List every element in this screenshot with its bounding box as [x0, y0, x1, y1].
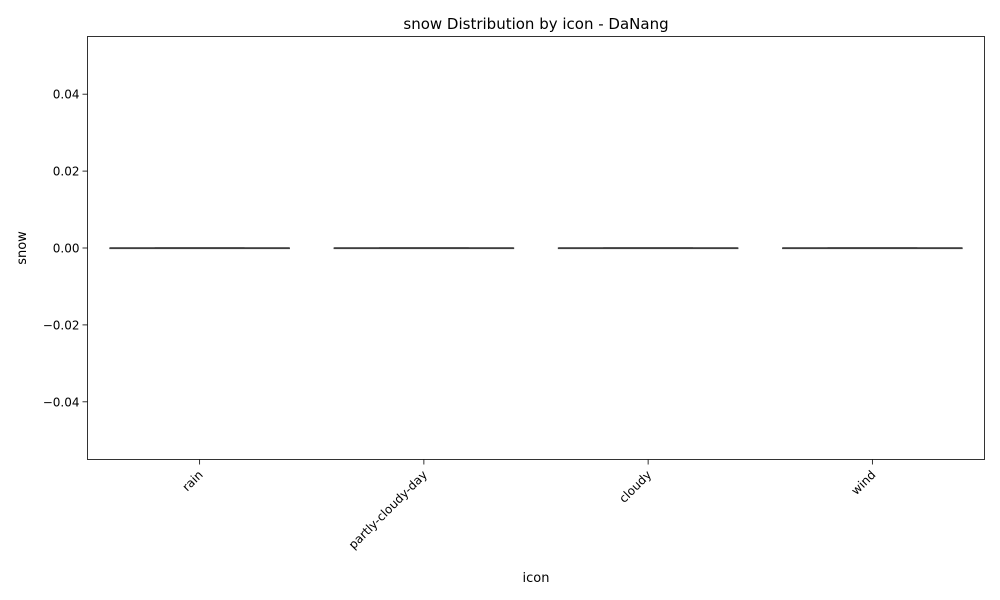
x-tick-label: cloudy: [616, 468, 654, 506]
box-wind: [782, 247, 963, 250]
x-tick-label: partly-cloudy-day: [346, 468, 430, 552]
box-partly-cloudy-day: [333, 247, 515, 250]
y-tick-label: 0.04: [53, 88, 80, 102]
box-cloudy: [557, 247, 739, 250]
plot-area: [109, 247, 963, 250]
chart-title: snow Distribution by icon - DaNang: [403, 15, 668, 33]
y-axis-label: snow: [15, 231, 30, 265]
y-tick-label: −0.02: [43, 318, 80, 332]
y-tick-label: −0.04: [43, 395, 80, 409]
y-tick-label: 0.00: [53, 242, 80, 256]
x-axis: rain partly-cloudy-day cloudy wind: [179, 459, 879, 552]
y-axis: −0.04 −0.02 0.00 0.02 0.04: [43, 88, 88, 409]
x-axis-label: icon: [523, 571, 550, 586]
x-tick-label: wind: [849, 468, 879, 498]
box-rain: [109, 247, 290, 250]
y-tick-label: 0.02: [53, 165, 80, 179]
x-tick-label: rain: [179, 468, 205, 494]
